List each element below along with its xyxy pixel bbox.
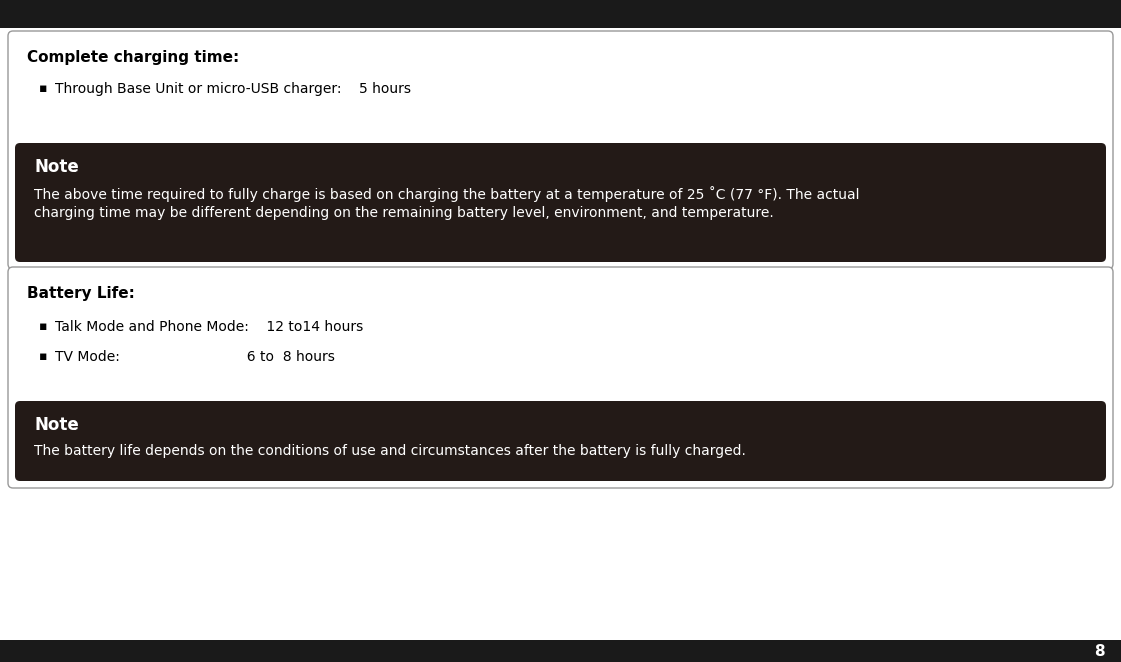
Text: The above time required to fully charge is based on charging the battery at a te: The above time required to fully charge … — [34, 186, 860, 220]
Text: ▪: ▪ — [39, 320, 47, 333]
Text: Complete charging time:: Complete charging time: — [27, 50, 239, 65]
Bar — [0, 0, 1121, 28]
Text: Through Base Unit or micro-USB charger:    5 hours: Through Base Unit or micro-USB charger: … — [55, 82, 411, 96]
Text: Note: Note — [34, 416, 78, 434]
Text: Note: Note — [34, 158, 78, 176]
Text: ▪: ▪ — [39, 82, 47, 95]
Text: :: : — [72, 158, 77, 176]
Text: Battery Life:: Battery Life: — [27, 286, 135, 301]
Text: The battery life depends on the conditions of use and circumstances after the ba: The battery life depends on the conditio… — [34, 444, 745, 458]
Text: 8: 8 — [1094, 643, 1104, 659]
Text: Talk Mode and Phone Mode:    12 to14 hours: Talk Mode and Phone Mode: 12 to14 hours — [55, 320, 363, 334]
FancyBboxPatch shape — [8, 267, 1113, 488]
Text: ▪: ▪ — [39, 350, 47, 363]
Text: TV Mode:                             6 to  8 hours: TV Mode: 6 to 8 hours — [55, 350, 335, 364]
FancyBboxPatch shape — [15, 401, 1106, 481]
FancyBboxPatch shape — [15, 143, 1106, 262]
Bar — [0, 640, 1121, 662]
FancyBboxPatch shape — [8, 31, 1113, 269]
Text: :: : — [72, 416, 77, 434]
